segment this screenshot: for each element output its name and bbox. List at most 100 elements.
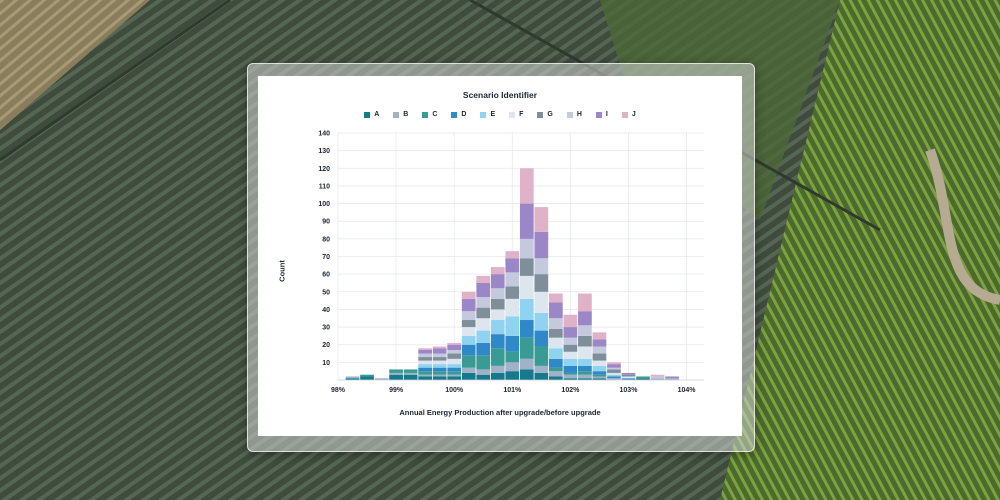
bar-segment-d xyxy=(418,367,433,372)
legend-swatch xyxy=(509,111,516,118)
bar-segment-a xyxy=(403,374,418,380)
bar-segment-b xyxy=(534,365,549,373)
x-tick-label: 98% xyxy=(331,387,346,394)
bar-segment-d xyxy=(534,330,549,347)
bar-segment-a xyxy=(636,378,650,380)
bar-segment-d xyxy=(447,367,462,372)
bar-segment-c xyxy=(476,355,491,370)
legend-item-j: J xyxy=(621,111,636,118)
bar-segment-d xyxy=(519,320,534,338)
bar-segment-a xyxy=(432,376,447,380)
bar-segment-d xyxy=(578,365,592,372)
bar-segment-b xyxy=(418,374,433,377)
x-tick-label: 103% xyxy=(620,387,639,394)
legend-item-b: B xyxy=(393,111,408,118)
bar-segment-g xyxy=(432,357,447,361)
bar-segment-g xyxy=(621,374,636,377)
histogram-chart: 10 20 30 40 50 60 70 80 90 100 110 120 130 140 98% 99% 1… xyxy=(318,131,704,394)
bar-segment-a xyxy=(345,378,360,380)
y-tick-label: 110 xyxy=(319,183,330,190)
bar-segment-e xyxy=(418,364,433,368)
legend-title: Scenario Identifier xyxy=(462,90,538,100)
bar-segment-h xyxy=(592,346,607,354)
bar-segment-h xyxy=(476,297,491,308)
bar-segment-c xyxy=(389,369,403,373)
bar-segment-b xyxy=(389,372,403,375)
y-tick-label: 100 xyxy=(318,201,330,208)
legend: A B C D E F G H I J xyxy=(258,111,742,118)
bar-segment-h xyxy=(650,376,665,379)
y-tick-label: 50 xyxy=(322,289,330,296)
legend-label: J xyxy=(631,111,636,118)
bar-segment-b xyxy=(345,376,360,379)
bar-segment-i xyxy=(447,344,462,351)
bar-segment-g xyxy=(563,344,578,352)
bar-segment-e xyxy=(461,335,476,345)
bar-segment-i xyxy=(592,339,607,347)
bar-segment-b xyxy=(519,358,534,370)
bar-segment-c xyxy=(418,371,433,375)
bar-segment-j xyxy=(519,168,534,204)
bar-segment-f xyxy=(461,327,476,336)
bar-segment-f xyxy=(548,337,563,349)
y-tick-label: 30 xyxy=(322,325,330,332)
y-tick-label: 80 xyxy=(322,236,330,243)
bar-segment-d xyxy=(490,334,505,349)
bar-segment-f xyxy=(621,376,636,379)
bar-segment-a xyxy=(389,374,403,380)
legend-swatch xyxy=(621,111,628,118)
bar-segment-b xyxy=(490,365,505,373)
chart-card: 10 20 30 40 50 60 70 80 90 100 110 120 130 140 98% 99% 1… xyxy=(258,76,742,436)
bar-segment-j xyxy=(461,291,476,299)
y-tick-label: 120 xyxy=(318,166,330,173)
bar-segment-c xyxy=(403,369,418,373)
bar-segment-e xyxy=(548,348,563,359)
bar-segment-j xyxy=(476,275,491,283)
bar-segment-e xyxy=(432,364,447,368)
x-tick-label: 101% xyxy=(503,387,522,394)
bar-segment-f xyxy=(432,360,447,365)
bar-segment-h xyxy=(505,272,520,287)
bar-segment-g xyxy=(519,258,534,276)
legend-label: B xyxy=(403,111,409,118)
bar-segment-c xyxy=(592,374,607,377)
bar-segment-h xyxy=(490,288,505,299)
bar-segment-e xyxy=(592,365,607,372)
y-tick-label: 20 xyxy=(322,342,330,349)
bar-segment-i xyxy=(519,203,534,239)
bar-segment-c xyxy=(360,374,374,377)
bar-segment-f xyxy=(519,275,534,299)
bar-segment-h xyxy=(519,238,534,259)
legend-swatch xyxy=(480,111,487,118)
bar-segment-i xyxy=(621,372,636,375)
bar-segment-d xyxy=(592,371,607,375)
bar-segment-i xyxy=(548,302,563,319)
bar-segment-e xyxy=(563,358,578,366)
y-tick-label: 90 xyxy=(322,219,330,226)
bar-segment-g xyxy=(534,274,549,292)
bar-segment-g xyxy=(490,298,505,310)
bar-segment-i xyxy=(461,298,476,312)
bar-segment-d xyxy=(461,344,476,356)
y-axis-label: Count xyxy=(277,260,287,282)
bar-segment-d xyxy=(432,367,447,372)
legend-item-e: E xyxy=(480,111,495,118)
legend-label: A xyxy=(374,111,380,118)
bar-segment-h xyxy=(418,353,433,358)
bar-segment-a xyxy=(534,372,549,380)
x-tick-label: 100% xyxy=(445,387,464,394)
x-axis-label: Annual Energy Production after upgrade/b… xyxy=(399,408,601,417)
bar-segment-j xyxy=(592,332,607,340)
bar-segment-c xyxy=(432,371,447,375)
bar-segment-a xyxy=(476,374,491,380)
bar-segment-g xyxy=(447,353,462,359)
legend-item-a: A xyxy=(364,111,379,118)
bar-segment-d xyxy=(476,342,491,356)
bar-segment-b xyxy=(665,378,679,380)
bar-segment-c xyxy=(534,346,549,366)
x-tick-label: 99% xyxy=(389,387,404,394)
legend-swatch xyxy=(422,111,429,118)
legend-item-c: C xyxy=(422,111,437,118)
legend-item-g: G xyxy=(537,111,553,118)
bar-segment-b xyxy=(505,362,520,372)
